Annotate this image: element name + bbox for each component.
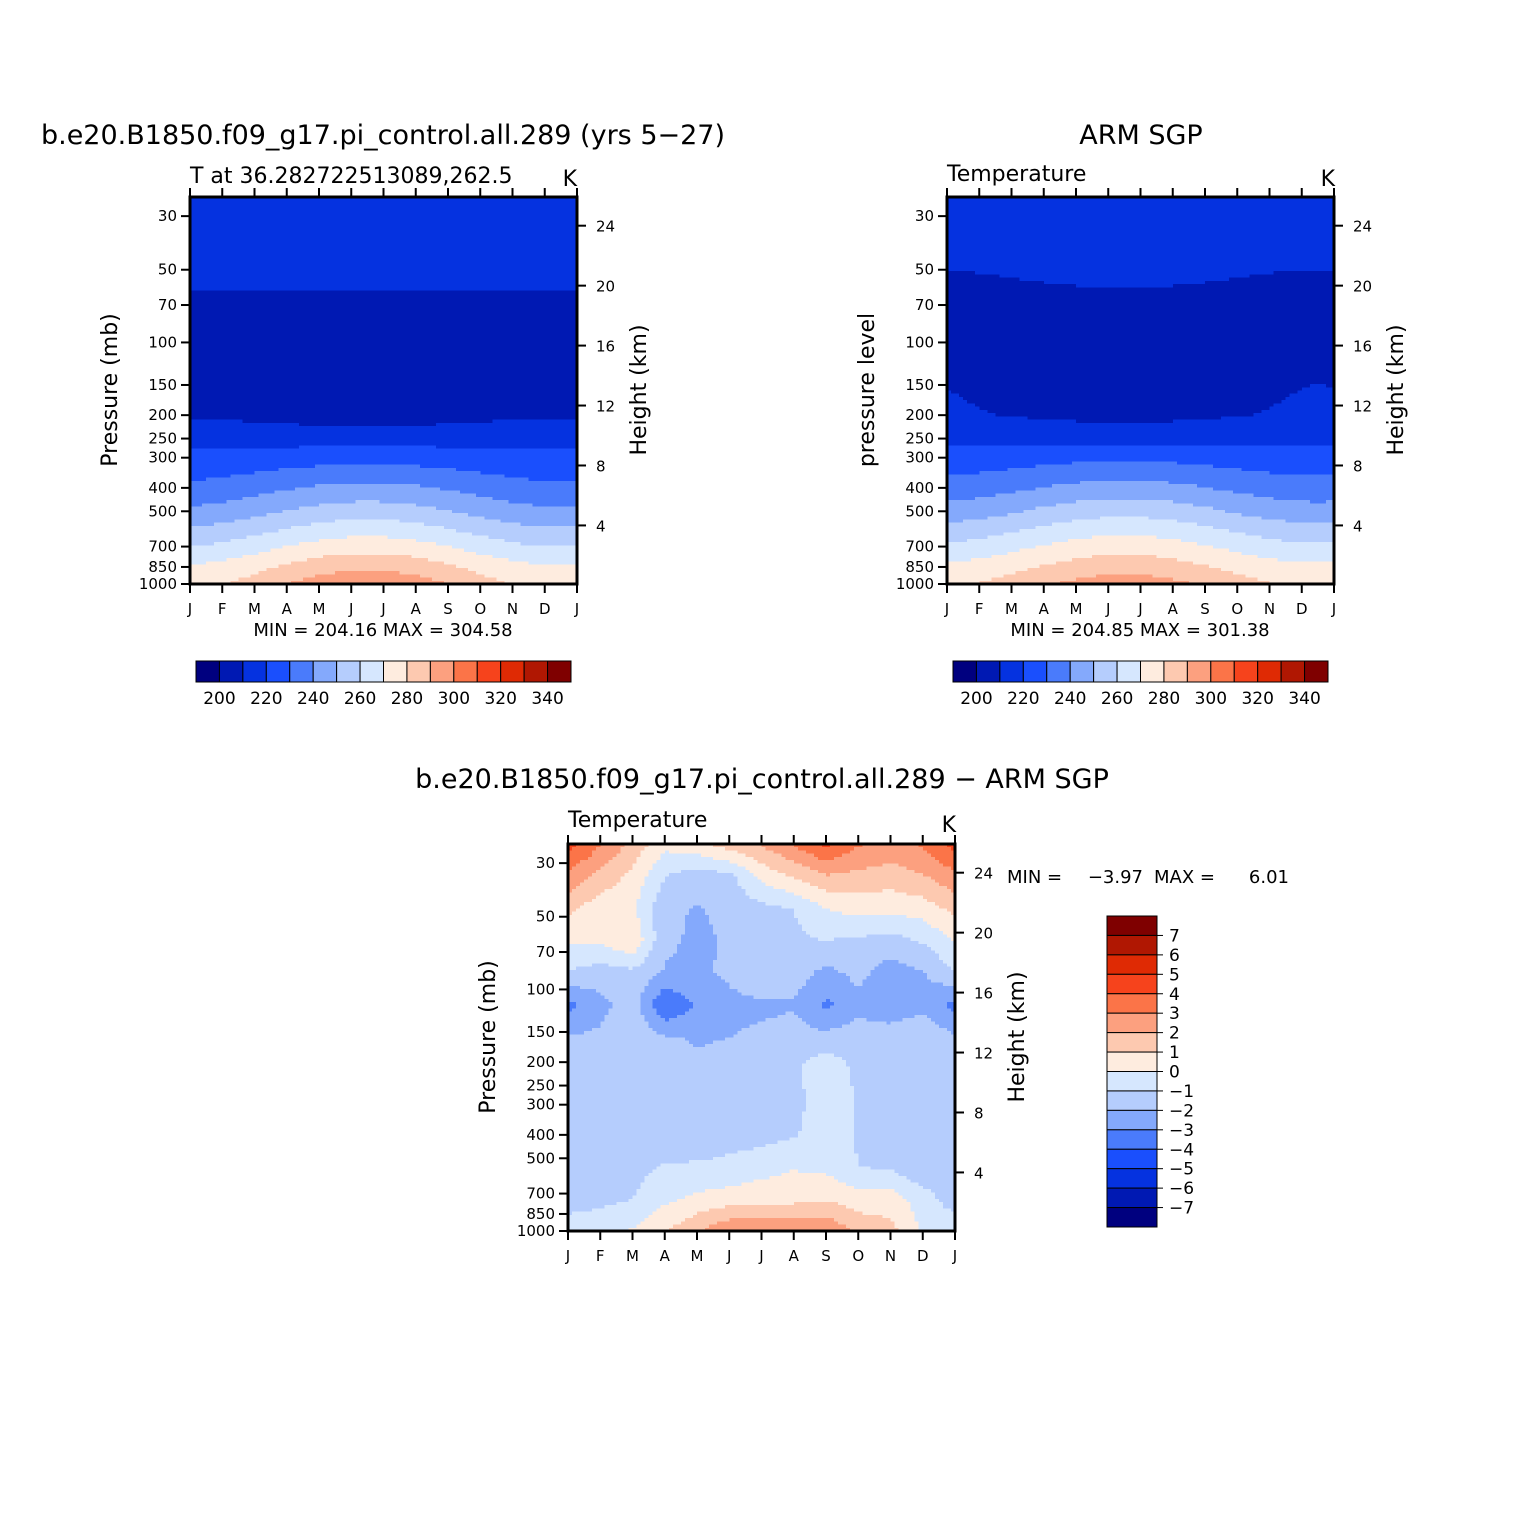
model-subtitle-right: K [563,167,578,192]
contour-field [190,197,578,585]
model-title: b.e20.B1850.f09_g17.pi_control.all.289 (… [41,120,725,151]
model-subtitle-left: T at 36.282722513089,262.5 [189,164,512,189]
panel-model: b.e20.B1850.f09_g17.pi_control.all.289 (… [41,120,725,709]
model-contour-plot: 3050701001502002503004005007008501000242… [139,188,615,618]
